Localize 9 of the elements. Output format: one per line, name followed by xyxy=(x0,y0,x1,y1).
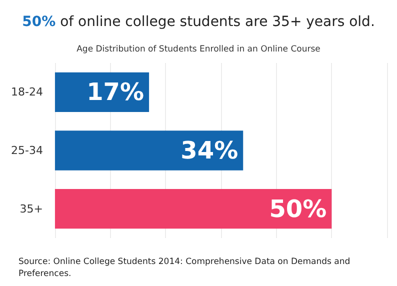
data-label: 34% xyxy=(180,136,238,164)
y-tick-label: 25-34 xyxy=(10,144,43,157)
chart-title: 50% of online college students are 35+ years old. xyxy=(22,14,375,30)
y-tick-label: 35+ xyxy=(20,202,43,216)
chart-subtitle: Age Distribution of Students Enrolled in an Online Course xyxy=(76,44,320,54)
source-note: Source: Online College Students 2014: Comprehensive Data on Demands and Preferences. xyxy=(18,257,353,279)
data-label: 50% xyxy=(269,194,327,223)
data-label: 17% xyxy=(86,78,144,106)
y-tick-label: 18-24 xyxy=(10,86,43,99)
